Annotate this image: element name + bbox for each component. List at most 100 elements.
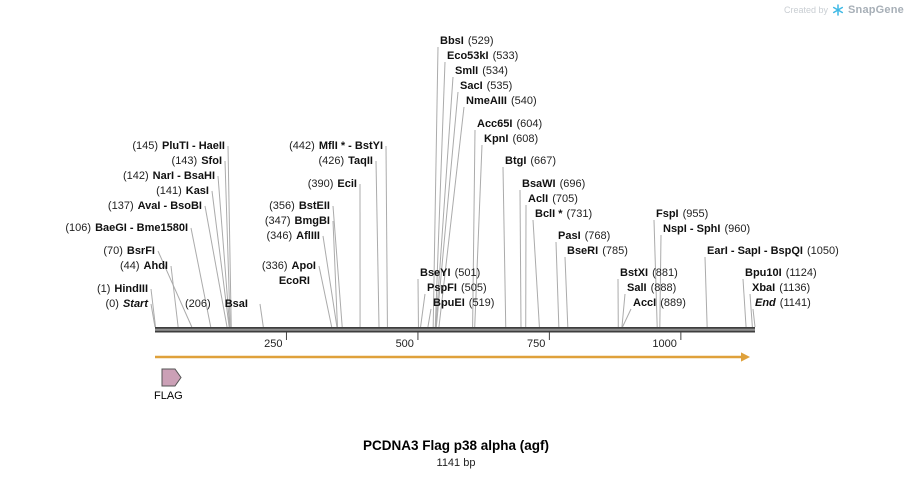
map-label-smli: SmlI (534): [455, 65, 508, 77]
site-position: (731): [566, 208, 593, 220]
site-position: (1): [96, 283, 111, 295]
leader-line: [704, 256, 708, 328]
construct-length: 1141 bp: [436, 457, 476, 469]
map-label-hindiii: (1) HindIII: [97, 283, 148, 295]
enzyme-name: BstXI: [620, 267, 649, 279]
enzyme-name: BstEII: [298, 200, 330, 212]
enzyme-name: HindIII: [114, 283, 148, 295]
map-label-bcli: BclI * (731): [535, 208, 592, 220]
site-position: (501): [454, 267, 481, 279]
leader-line: [427, 308, 432, 328]
leader-line: [385, 145, 388, 328]
leader-line: [322, 235, 338, 328]
site-position: (442): [289, 140, 315, 152]
leader-line: [621, 293, 626, 328]
ruler-bar-inner: [155, 328, 755, 331]
map-label-bsteii: (356) BstEII: [269, 200, 330, 212]
site-position: (142): [122, 170, 149, 182]
map-label-plutihaeii: (145) PluTI - HaeII: [132, 140, 225, 152]
leader-line: [555, 241, 560, 328]
leader-line: [170, 265, 179, 328]
map-label-xbai: XbaI (1136): [752, 282, 810, 294]
site-position: (960): [724, 223, 751, 235]
map-label-btgi: BtgI (667): [505, 155, 556, 167]
site-position: (1141): [779, 297, 811, 309]
leader-line: [653, 219, 658, 328]
site-position: (346): [266, 230, 293, 242]
map-label-naribsahi: (142) NarI - BsaHI: [123, 170, 215, 182]
map-label-start: (0) Start: [105, 298, 148, 310]
site-position: (137): [107, 200, 134, 212]
enzyme-name: BtgI: [505, 155, 527, 167]
map-label-bmgbi: (347) BmgBI: [265, 215, 330, 227]
map-label-nmeaiii: NmeAIII (540): [466, 95, 537, 107]
site-position: (347): [264, 215, 291, 227]
enzyme-name: FspI: [656, 208, 679, 220]
enzyme-name: SacI: [460, 80, 483, 92]
enzyme-name: BpuEI: [433, 297, 465, 309]
map-label-taqii: (426) TaqII: [318, 155, 373, 167]
site-position: (44): [119, 260, 140, 272]
leader-line: [564, 256, 569, 328]
site-position: (888): [650, 282, 677, 294]
map-label-nspisphi: NspI - SphI (960): [663, 223, 750, 235]
enzyme-name: PluTI - HaeII: [162, 140, 225, 152]
site-position: (533): [492, 50, 519, 62]
leader-line: [157, 250, 193, 328]
site-position: (356): [269, 200, 295, 212]
site-position: (534): [482, 65, 508, 77]
enzyme-name: AvaI - BsoBI: [137, 200, 202, 212]
enzyme-name: BsrFI: [126, 245, 155, 257]
map-label-saci: SacI (535): [460, 80, 512, 92]
map-label-ecori: EcoRI: [279, 275, 310, 287]
map-label-ahdi: (44) AhdI: [120, 260, 168, 272]
enzyme-name: NspI - SphI: [663, 223, 721, 235]
map-label-acc65i: Acc65I (604): [477, 118, 542, 130]
enzyme-name: NarI - BsaHI: [152, 170, 215, 182]
sequence-arrow-head: [741, 352, 750, 362]
map-label-pspfi: PspFI (505): [427, 282, 487, 294]
leader-line: [659, 234, 662, 328]
enzyme-name: BmgBI: [294, 215, 330, 227]
enzyme-name: AclI: [528, 193, 549, 205]
leader-line: [434, 61, 446, 328]
site-position: (106): [65, 222, 92, 234]
map-label-sali: SalI (888): [627, 282, 676, 294]
enzyme-name: BseYI: [420, 267, 451, 279]
site-position: (70): [103, 245, 123, 257]
leader-line: [749, 293, 753, 328]
enzyme-name: SfoI: [201, 155, 222, 167]
map-label-bpuei: BpuEI (519): [433, 297, 494, 309]
map-label-kpni: KpnI (608): [484, 133, 538, 145]
site-position: (529): [467, 35, 494, 47]
map-label-bsawi: BsaWI (696): [522, 178, 585, 190]
leader-line: [211, 190, 230, 328]
leader-line: [204, 205, 228, 328]
leader-line: [435, 76, 454, 328]
leader-line: [150, 288, 157, 328]
site-position: (145): [132, 140, 159, 152]
map-label-bsai: (206) BsaI: [185, 298, 248, 310]
map-label-mflibstyi: (442) MflI * - BstYI: [289, 140, 383, 152]
leader-line: [190, 227, 212, 328]
leader-line: [474, 144, 483, 328]
leader-line: [438, 106, 465, 328]
created-by-text: Created by: [783, 5, 828, 15]
leader-line: [217, 175, 231, 328]
map-label-apoi: (336) ApoI: [262, 260, 316, 272]
flag-feature-arrow: [161, 368, 182, 387]
site-position: (696): [559, 178, 586, 190]
map-label-ecii: (390) EciI: [308, 178, 357, 190]
leader-line: [420, 293, 426, 328]
site-position: (1050): [806, 245, 839, 257]
map-label-end: End (1141): [755, 297, 811, 309]
map-label-eco53ki: Eco53kI (533): [447, 50, 518, 62]
site-position: (667): [530, 155, 557, 167]
ruler-tick-label: 250: [264, 338, 282, 350]
site-position: (604): [516, 118, 543, 130]
enzyme-name: SalI: [627, 282, 647, 294]
leader-line: [227, 145, 232, 328]
enzyme-name: AccI: [633, 297, 657, 309]
enzyme-name: Start: [122, 298, 148, 310]
